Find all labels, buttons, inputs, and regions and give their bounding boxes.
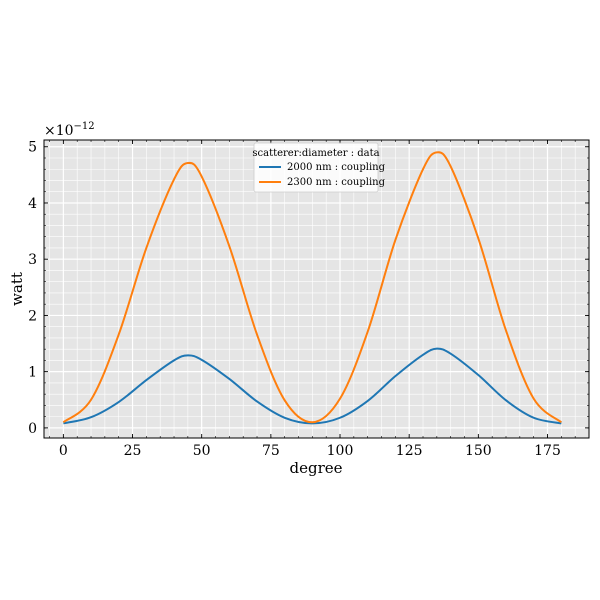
x-tick-label: 125	[396, 443, 423, 459]
x-tick-label: 50	[193, 443, 211, 459]
x-tick-label: 25	[124, 443, 142, 459]
plot-frame	[43, 139, 590, 439]
y-axis-label: watt	[8, 272, 26, 306]
legend: scatterer:diameter : data 2000 nm : coup…	[252, 142, 386, 193]
series-layer	[62, 151, 562, 425]
y-multiplier-exponent: −12	[74, 121, 95, 132]
series-line-1	[62, 151, 562, 424]
y-tick-label: 4	[28, 196, 37, 212]
x-tick-label: 100	[327, 443, 354, 459]
legend-entry-1: 2300 nm : coupling	[287, 177, 386, 188]
x-tick-label: 150	[465, 443, 492, 459]
x-tick-label: 175	[534, 443, 561, 459]
y-tick-label: 3	[28, 252, 37, 268]
series-line-0	[63, 347, 562, 425]
y-tick-label: 2	[28, 308, 37, 324]
legend-entry-0: 2000 nm : coupling	[287, 162, 386, 173]
x-axis-label: degree	[289, 459, 342, 477]
ticks	[44, 140, 590, 438]
y-multiplier: ×10−12	[44, 121, 95, 139]
x-tick-label: 75	[262, 443, 280, 459]
legend-box	[253, 142, 379, 193]
y-multiplier-base: ×10	[44, 123, 74, 139]
y-tick-label: 1	[28, 365, 37, 381]
legend-title: scatterer:diameter : data	[252, 148, 379, 159]
y-tick-label: 0	[28, 421, 37, 437]
y-tick-label: 5	[28, 140, 37, 156]
x-tick-label: 0	[59, 443, 68, 459]
tick-labels: 0 25 50 75 100 125 150 175 0 1 2 3 4 5	[28, 140, 561, 459]
